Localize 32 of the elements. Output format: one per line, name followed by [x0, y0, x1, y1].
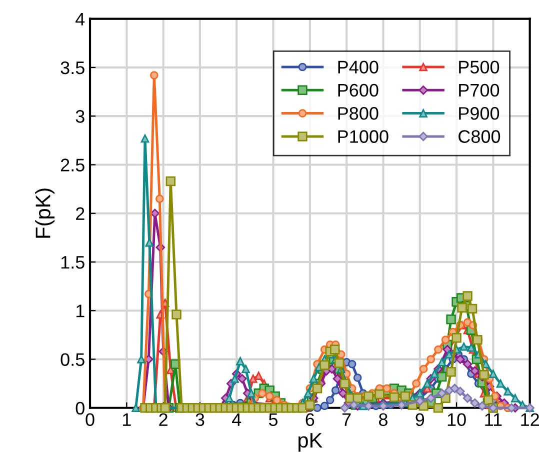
x-tick-label: 9 [416, 413, 424, 426]
legend-label: P800 [338, 107, 378, 120]
y-axis-title: F(pK) [35, 188, 54, 238]
x-tick-label: 1 [123, 413, 131, 426]
legend-label: P1000 [338, 130, 388, 143]
y-tick-label: 3.5 [60, 61, 84, 74]
legend-label: P400 [338, 60, 378, 74]
y-tick-label: 0 [76, 402, 84, 415]
x-tick-label: 7 [342, 413, 351, 426]
y-tick-label: 1 [76, 304, 84, 318]
y-tick-label: 1.5 [61, 256, 84, 269]
x-tick-label: 6 [306, 413, 314, 426]
legend-label: P500 [459, 60, 500, 74]
x-tick-label: 2 [159, 413, 168, 426]
x-tick-label: 3 [196, 413, 204, 426]
x-tick-label: 12 [521, 413, 539, 426]
y-tick-label: 0.5 [60, 353, 84, 366]
legend-label: P700 [459, 84, 500, 97]
x-tick-label: 0 [86, 413, 94, 426]
legend-label: C800 [458, 130, 500, 143]
y-tick-label: 4 [76, 12, 85, 26]
x-tick-label: 11 [485, 413, 502, 426]
y-tick-label: 2 [76, 207, 84, 220]
x-tick-label: 8 [378, 413, 388, 426]
y-tick-label: 2.5 [60, 158, 84, 172]
x-tick-label: 5 [268, 413, 278, 426]
x-tick-label: 10 [448, 413, 466, 426]
x-tick-label: 4 [232, 413, 242, 426]
legend-label: P900 [459, 107, 500, 120]
y-tick-label: 3 [76, 110, 84, 123]
legend-label: P600 [338, 84, 378, 97]
x-axis-title: pK [298, 433, 322, 452]
